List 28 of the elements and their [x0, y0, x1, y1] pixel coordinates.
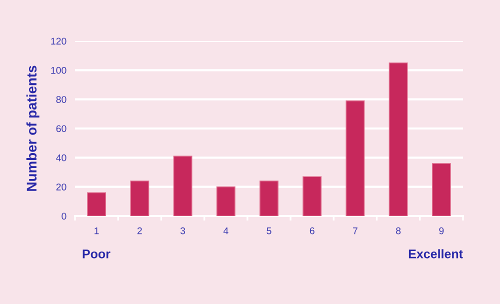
y-tick-label: 100 [51, 66, 66, 74]
text: Excellent [408, 249, 463, 258]
x-tick-label: 6 [310, 227, 314, 234]
x-tick-label: 1 [94, 227, 99, 234]
x-tick-label: 5 [266, 227, 272, 234]
y-tick-label: 20 [56, 184, 66, 190]
bar [130, 180, 150, 216]
y-axis-title: Number of patients [26, 66, 40, 191]
bar [432, 163, 451, 216]
bar [302, 176, 322, 216]
bar [216, 186, 236, 216]
x-tick-label: 7 [353, 227, 358, 234]
y-tick-label: 40 [56, 154, 66, 162]
x-tick-label: 8 [396, 227, 401, 234]
x-tick-label: 2 [137, 227, 142, 234]
bar [388, 62, 408, 216]
text: Poor [82, 250, 110, 258]
bar [346, 100, 365, 216]
x-tick-label: 3 [180, 227, 186, 234]
y-tick-label: 60 [56, 125, 66, 132]
y-tick-label: 80 [56, 96, 66, 103]
x-tick-label: 9 [439, 227, 444, 234]
bar [173, 156, 192, 216]
bar [260, 180, 278, 216]
y-tick-label: 120 [51, 38, 66, 45]
x-tick-label: 4 [223, 227, 228, 234]
y-tick-label: 0 [62, 212, 66, 220]
bar [87, 192, 106, 216]
